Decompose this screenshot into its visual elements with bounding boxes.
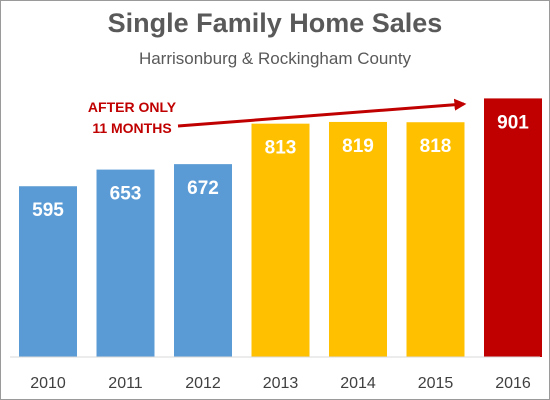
- bar-value-label: 813: [265, 138, 297, 159]
- bar-value-label: 595: [32, 200, 64, 221]
- x-tick-label: 2011: [108, 375, 143, 392]
- bar-value-label: 653: [110, 184, 142, 205]
- bar-2011: [96, 169, 155, 357]
- bar-2013: [251, 123, 310, 357]
- bar-2010: [19, 186, 77, 357]
- x-tick-label: 2016: [495, 375, 531, 392]
- x-tick-label: 2015: [418, 375, 454, 392]
- annotation-arrow: [177, 98, 467, 128]
- annotation-line-1: AFTER ONLY: [88, 99, 177, 115]
- bar-2014: [329, 121, 387, 358]
- annotation-line-2: 11 MONTHS: [92, 120, 171, 136]
- bar-value-label: 672: [187, 178, 219, 199]
- x-tick-label: 2012: [185, 375, 221, 392]
- bar-2016: [484, 98, 542, 358]
- x-tick-label: 2010: [30, 375, 66, 392]
- x-axis-ticks: 2010 2011 2012 2013 2014 2015 2016: [30, 375, 531, 392]
- chart-subtitle: Harrisonburg & Rockingham County: [138, 49, 412, 68]
- x-tick-label: 2014: [340, 375, 376, 392]
- bar-value-label: 818: [420, 136, 452, 157]
- bar-value-label: 901: [497, 112, 529, 133]
- bar-value-label: 819: [342, 136, 374, 157]
- bar-2015: [406, 122, 465, 357]
- bars-group: 595 653 672 813 819 818 901: [19, 98, 542, 358]
- x-tick-label: 2013: [263, 375, 299, 392]
- annotation: AFTER ONLY 11 MONTHS: [88, 98, 467, 136]
- bar-2012: [174, 164, 232, 357]
- chart-title: Single Family Home Sales: [107, 8, 443, 38]
